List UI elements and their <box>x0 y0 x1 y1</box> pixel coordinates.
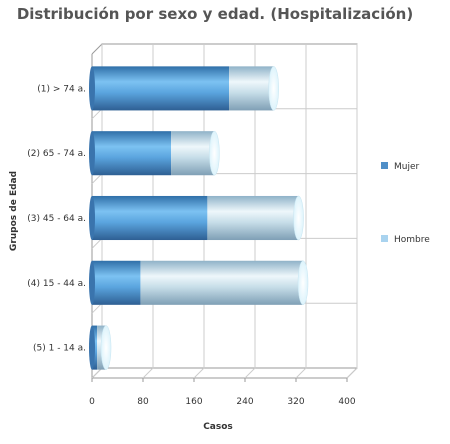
x-tick-label: 240 <box>236 397 253 407</box>
legend-label-mujer: Mujer <box>394 162 420 172</box>
y-tick-label: (1) > 74 a. <box>37 84 86 94</box>
band-depth-line <box>91 108 103 120</box>
x-axis-title: Casos <box>203 422 233 432</box>
bar-base-cap <box>89 195 95 241</box>
chart-title: Distribución por sexo y edad. (Hospitali… <box>17 5 413 23</box>
bar-end-cap <box>209 130 220 176</box>
band-depth-line <box>91 238 103 249</box>
bar-end-cap <box>293 195 304 241</box>
x-tick-labels: 0 80 160 240 320 400 <box>89 397 356 407</box>
y-tick-label: (3) 45 - 64 a. <box>27 214 86 224</box>
bar-segment-hombre <box>207 195 299 241</box>
floor-grid-line <box>193 367 205 379</box>
y-axis-title: Grupos de Edad <box>9 171 19 251</box>
x-tick-label: 320 <box>287 397 304 407</box>
bar-base-cap <box>89 260 95 305</box>
floor-grid-line <box>295 367 307 379</box>
bar-segment-hombre <box>140 260 304 305</box>
bar-base-cap <box>89 325 95 370</box>
bar-end-cap <box>268 66 279 111</box>
bar-segment-hombre <box>171 131 215 176</box>
bar-base-cap <box>89 131 95 176</box>
legend-label-hombre: Hombre <box>394 235 430 245</box>
left-top-depth <box>91 43 103 55</box>
legend: Mujer Hombre <box>381 162 430 245</box>
y-tick-label: (5) 1 - 14 a. <box>33 344 86 354</box>
bar-end-cap <box>100 325 112 370</box>
x-tick-label: 160 <box>185 397 202 407</box>
bar-end-cap <box>297 260 309 306</box>
bars <box>89 66 309 370</box>
floor-grid-line <box>244 367 256 379</box>
band-depth-line <box>91 302 103 314</box>
bar-base-cap <box>89 66 95 111</box>
floor-grid-line <box>346 367 358 379</box>
floor-grid-line <box>142 367 154 379</box>
x-tick-label: 400 <box>338 397 355 407</box>
band-depth-line <box>91 173 103 184</box>
bar-segment-hombre <box>229 66 274 111</box>
bar-segment-mujer <box>92 66 230 111</box>
y-tick-label: (2) 65 - 74 a. <box>27 149 86 159</box>
legend-swatch-mujer <box>381 162 388 169</box>
x-tick-label: 80 <box>137 397 149 407</box>
legend-swatch-hombre <box>381 235 388 242</box>
bar-segment-mujer <box>92 260 141 305</box>
floor-grid-line <box>91 367 103 379</box>
bar-segment-mujer <box>92 131 172 176</box>
y-tick-label: (4) 15 - 44 a. <box>27 279 86 289</box>
y-tick-labels: (1) > 74 a. (2) 65 - 74 a. (3) 45 - 64 a. (… <box>27 84 86 353</box>
bar-segment-mujer <box>92 195 208 241</box>
x-tick-label: 0 <box>89 397 95 407</box>
